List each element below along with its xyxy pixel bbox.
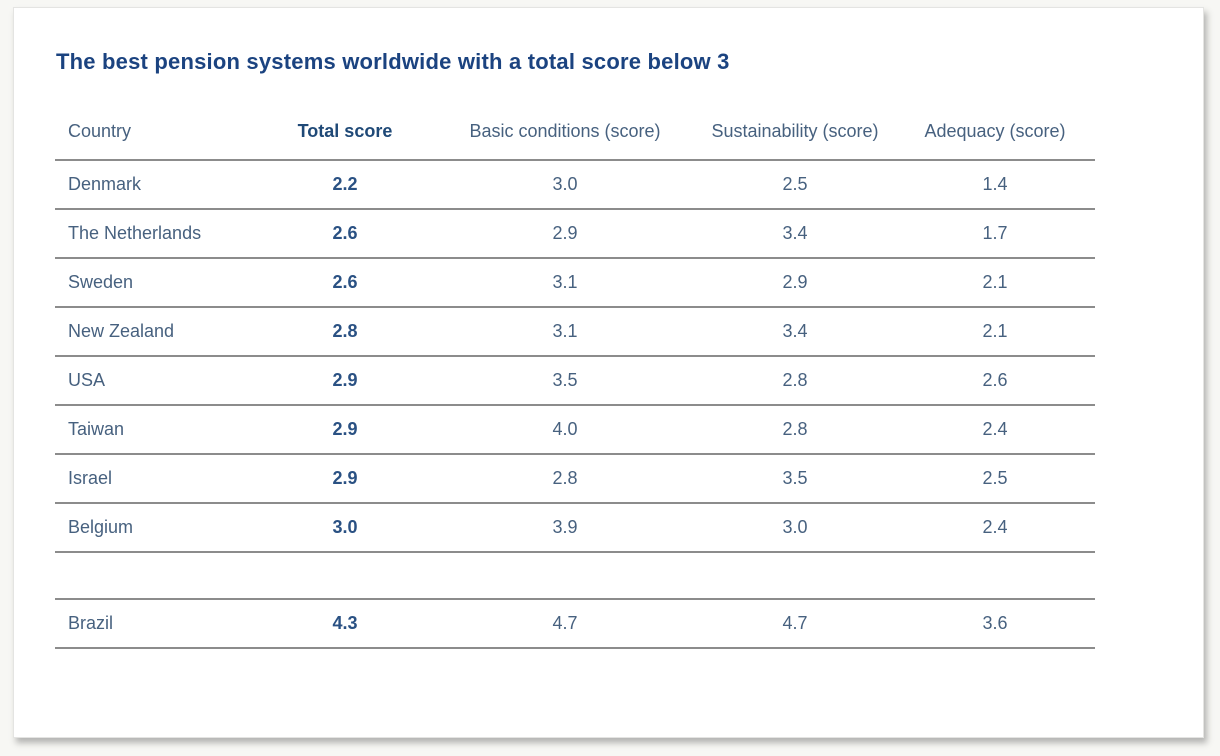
column-header-total-score: Total score — [255, 110, 435, 161]
pension-table-body: Denmark 2.2 3.0 2.5 1.4 The Netherlands 2.6 2.9… — [55, 160, 1095, 649]
basic-conditions-cell: 2.9 — [435, 209, 695, 259]
table-row: USA 2.9 3.5 2.8 2.6 — [55, 356, 1095, 406]
adequacy-cell: 1.4 — [895, 160, 1095, 210]
table-row: New Zealand 2.8 3.1 3.4 2.1 — [55, 307, 1095, 357]
basic-conditions-cell: 3.0 — [435, 160, 695, 210]
country-cell: The Netherlands — [55, 209, 255, 259]
country-cell: Israel — [55, 454, 255, 504]
column-header-country: Country — [55, 110, 255, 161]
table-row: Israel 2.9 2.8 3.5 2.5 — [55, 454, 1095, 504]
sustainability-cell: 2.9 — [695, 258, 895, 308]
basic-conditions-cell: 3.1 — [435, 258, 695, 308]
total-score-cell: 3.0 — [255, 503, 435, 553]
total-score-cell: 4.3 — [255, 599, 435, 649]
page-title: The best pension systems worldwide with … — [56, 49, 730, 74]
adequacy-cell: 2.1 — [895, 307, 1095, 357]
country-cell: Sweden — [55, 258, 255, 308]
report-card: The best pension systems worldwide with … — [13, 7, 1204, 738]
sustainability-cell: 3.5 — [695, 454, 895, 504]
column-header-adequacy: Adequacy (score) — [895, 110, 1095, 161]
spacer-row — [55, 552, 1095, 600]
country-cell: New Zealand — [55, 307, 255, 357]
adequacy-cell: 2.5 — [895, 454, 1095, 504]
total-score-cell: 2.9 — [255, 356, 435, 406]
total-score-cell: 2.2 — [255, 160, 435, 210]
table-row: Sweden 2.6 3.1 2.9 2.1 — [55, 258, 1095, 308]
total-score-cell: 2.9 — [255, 405, 435, 455]
country-cell: USA — [55, 356, 255, 406]
total-score-cell: 2.8 — [255, 307, 435, 357]
basic-conditions-cell: 3.1 — [435, 307, 695, 357]
empty-cell — [895, 552, 1095, 600]
table-row: Taiwan 2.9 4.0 2.8 2.4 — [55, 405, 1095, 455]
empty-cell — [55, 552, 255, 600]
column-header-sustainability: Sustainability (score) — [695, 110, 895, 161]
table-header-row: Country Total score Basic conditions (sc… — [55, 110, 1095, 161]
basic-conditions-cell: 3.9 — [435, 503, 695, 553]
total-score-cell: 2.9 — [255, 454, 435, 504]
sustainability-cell: 2.5 — [695, 160, 895, 210]
basic-conditions-cell: 4.7 — [435, 599, 695, 649]
basic-conditions-cell: 4.0 — [435, 405, 695, 455]
empty-cell — [695, 552, 895, 600]
table-row: Denmark 2.2 3.0 2.5 1.4 — [55, 160, 1095, 210]
sustainability-cell: 2.8 — [695, 356, 895, 406]
country-cell: Brazil — [55, 599, 255, 649]
country-cell: Belgium — [55, 503, 255, 553]
empty-cell — [435, 552, 695, 600]
sustainability-cell: 4.7 — [695, 599, 895, 649]
adequacy-cell: 2.4 — [895, 405, 1095, 455]
sustainability-cell: 2.8 — [695, 405, 895, 455]
sustainability-cell: 3.4 — [695, 209, 895, 259]
adequacy-cell: 2.6 — [895, 356, 1095, 406]
column-header-basic-conditions: Basic conditions (score) — [435, 110, 695, 161]
total-score-cell: 2.6 — [255, 209, 435, 259]
sustainability-cell: 3.4 — [695, 307, 895, 357]
adequacy-cell: 2.4 — [895, 503, 1095, 553]
basic-conditions-cell: 2.8 — [435, 454, 695, 504]
adequacy-cell: 2.1 — [895, 258, 1095, 308]
basic-conditions-cell: 3.5 — [435, 356, 695, 406]
pension-table: Country Total score Basic conditions (sc… — [55, 110, 1095, 649]
empty-cell — [255, 552, 435, 600]
country-cell: Taiwan — [55, 405, 255, 455]
table-row: Belgium 3.0 3.9 3.0 2.4 — [55, 503, 1095, 553]
total-score-cell: 2.6 — [255, 258, 435, 308]
adequacy-cell: 1.7 — [895, 209, 1095, 259]
table-row: Brazil 4.3 4.7 4.7 3.6 — [55, 599, 1095, 649]
table-row: The Netherlands 2.6 2.9 3.4 1.7 — [55, 209, 1095, 259]
adequacy-cell: 3.6 — [895, 599, 1095, 649]
country-cell: Denmark — [55, 160, 255, 210]
sustainability-cell: 3.0 — [695, 503, 895, 553]
